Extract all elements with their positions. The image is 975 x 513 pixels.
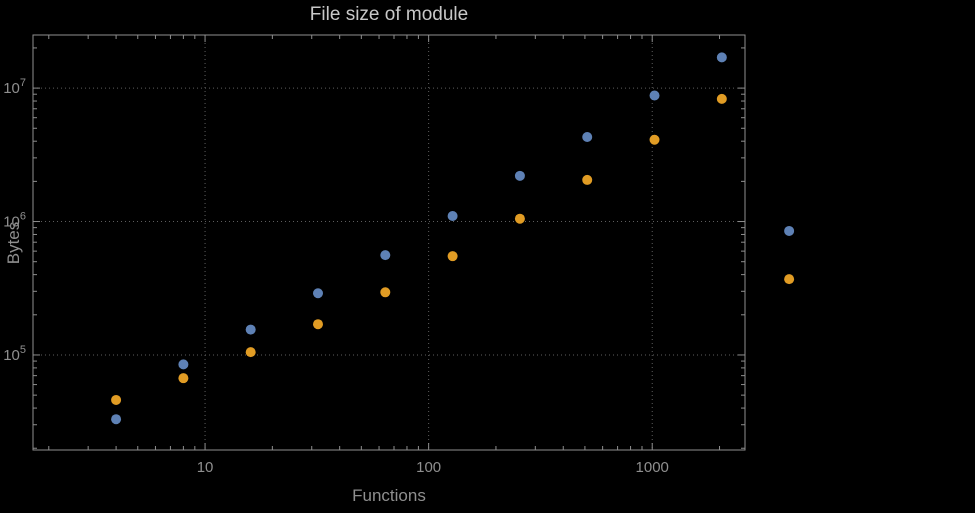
data-point-series-2-orange bbox=[716, 93, 727, 104]
data-point-series-2-orange bbox=[111, 394, 122, 405]
data-point-series-2-orange bbox=[582, 174, 593, 185]
data-point-series-1-blue bbox=[514, 170, 525, 181]
data-point-series-2-orange bbox=[514, 213, 525, 224]
data-point-series-1-blue bbox=[649, 90, 660, 101]
data-point-series-2-orange bbox=[178, 373, 189, 384]
data-point-series-2-orange bbox=[649, 134, 660, 145]
data-point-series-1-blue bbox=[245, 324, 256, 335]
chart-title: File size of module bbox=[309, 4, 469, 25]
data-point-series-2-orange bbox=[312, 319, 323, 330]
data-point-series-1-blue bbox=[111, 414, 122, 425]
y-tick-label: 106 bbox=[3, 211, 26, 231]
y-tick-label: 105 bbox=[3, 344, 26, 364]
data-point-series-1-blue bbox=[312, 288, 323, 299]
data-point-series-1-blue bbox=[582, 132, 593, 143]
x-tick-label: 1000 bbox=[636, 459, 669, 476]
y-tick-label: 107 bbox=[3, 77, 26, 97]
data-point-series-1-blue bbox=[447, 211, 458, 222]
x-axis-label: Functions bbox=[352, 486, 426, 505]
x-tick-label: 100 bbox=[416, 459, 441, 476]
x-tick-label: 10 bbox=[197, 459, 214, 476]
data-point-series-1-blue bbox=[784, 225, 795, 236]
data-point-series-2-orange bbox=[784, 274, 795, 285]
data-point-series-1-blue bbox=[380, 250, 391, 261]
data-point-series-1-blue bbox=[716, 52, 727, 63]
data-point-series-2-orange bbox=[245, 347, 256, 358]
plot-frame bbox=[32, 34, 746, 451]
data-point-series-2-orange bbox=[447, 251, 458, 262]
data-point-series-1-blue bbox=[178, 359, 189, 370]
data-point-series-2-orange bbox=[380, 287, 391, 298]
